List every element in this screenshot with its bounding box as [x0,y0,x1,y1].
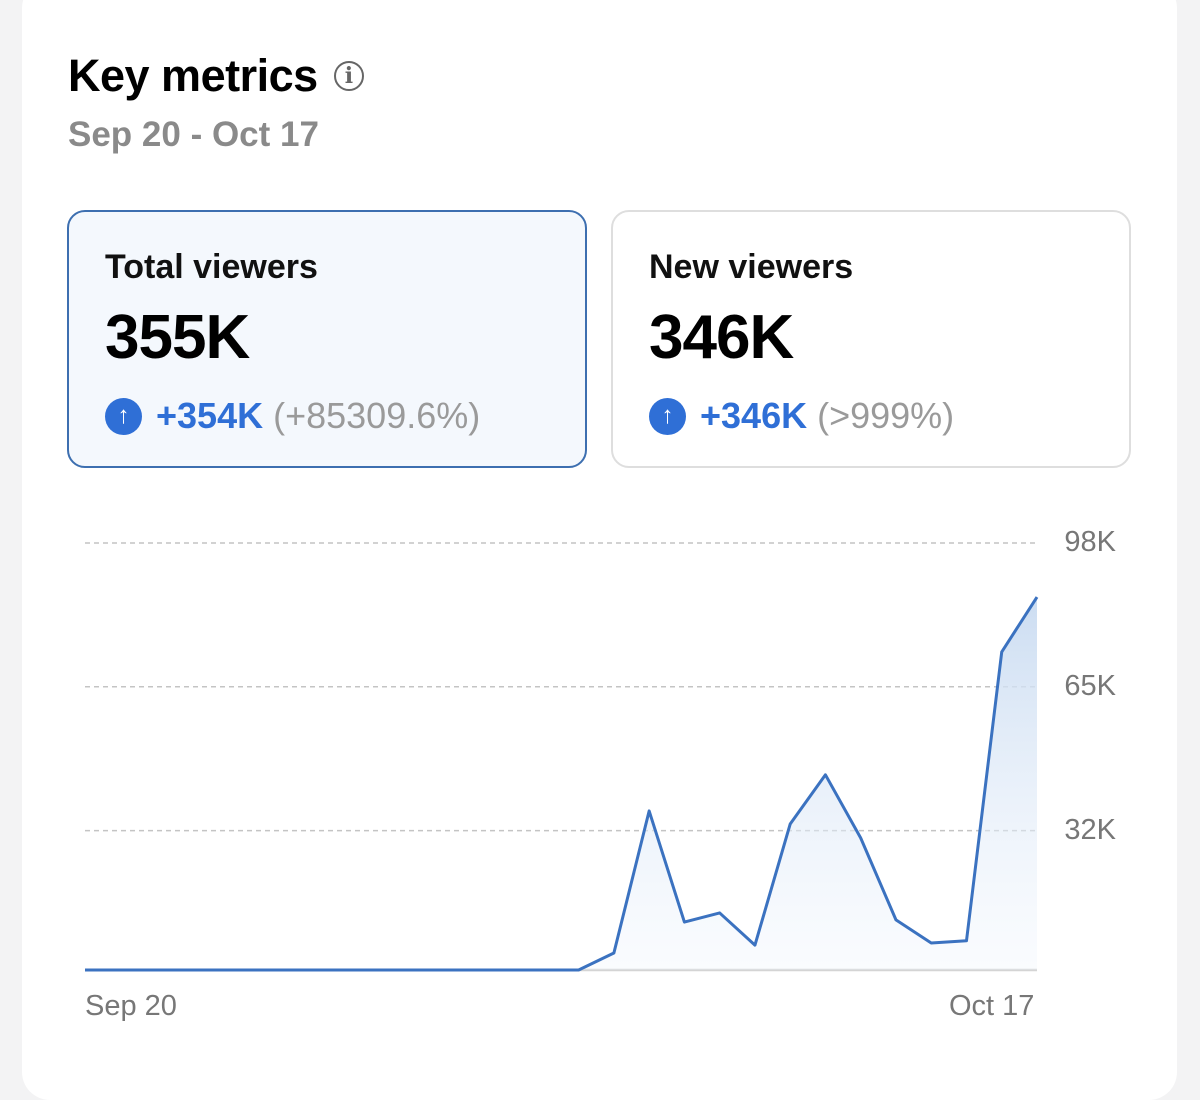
metric-card-new-viewers[interactable]: New viewers 346K ↑ +346K (>999%) [611,210,1131,468]
data-point [471,968,475,972]
data-point [154,968,158,972]
delta-percent: (>999%) [817,395,955,436]
data-point [577,968,581,972]
metric-delta: ↑ +346K (>999%) [649,395,954,437]
delta-value: +346K [700,395,808,436]
title-text: Key metrics [68,50,318,101]
date-range: Sep 20 - Oct 17 [68,115,319,154]
data-point [718,911,722,915]
data-point [647,809,651,813]
y-tick-label: 65K [1064,669,1116,702]
data-point [224,968,228,972]
data-point [929,941,933,945]
data-point [259,968,263,972]
metric-label: Total viewers [105,248,318,286]
metric-label: New viewers [649,248,854,286]
page-title: Key metrics i [68,50,364,102]
data-point [894,918,898,922]
delta-value: +354K [156,395,264,436]
data-point [400,968,404,972]
data-point [189,968,193,972]
metric-delta: ↑ +354K (+85309.6%) [105,395,480,437]
delta-percent: (+85309.6%) [273,395,481,436]
data-point [682,920,686,924]
data-point [83,968,87,972]
metric-value: 346K [649,303,794,372]
data-point [330,968,334,972]
data-point [118,968,122,972]
area-fill [85,597,1037,970]
series-line [85,596,1039,972]
data-point [753,943,757,947]
metric-card-total-viewers[interactable]: Total viewers 355K ↑ +354K (+85309.6%) [67,210,587,468]
data-point [295,968,299,972]
data-point [964,939,968,943]
data-point [823,773,827,777]
data-point [541,968,545,972]
data-point [1035,595,1039,599]
info-icon[interactable]: i [333,61,364,91]
y-tick-label: 98K [1064,526,1116,558]
arrow-up-icon: ↑ [105,397,142,435]
data-point [788,822,792,826]
arrow-up-icon: ↑ [649,397,686,435]
data-point [506,968,510,972]
data-point [1000,650,1004,654]
data-point [436,968,440,972]
x-tick-label: Oct 17 [949,990,1035,1022]
x-tick-label: Sep 20 [85,990,177,1022]
data-point [365,968,369,972]
data-point [859,836,863,840]
data-point [612,951,616,955]
y-tick-label: 32K [1064,813,1116,846]
metric-value: 355K [105,303,250,372]
